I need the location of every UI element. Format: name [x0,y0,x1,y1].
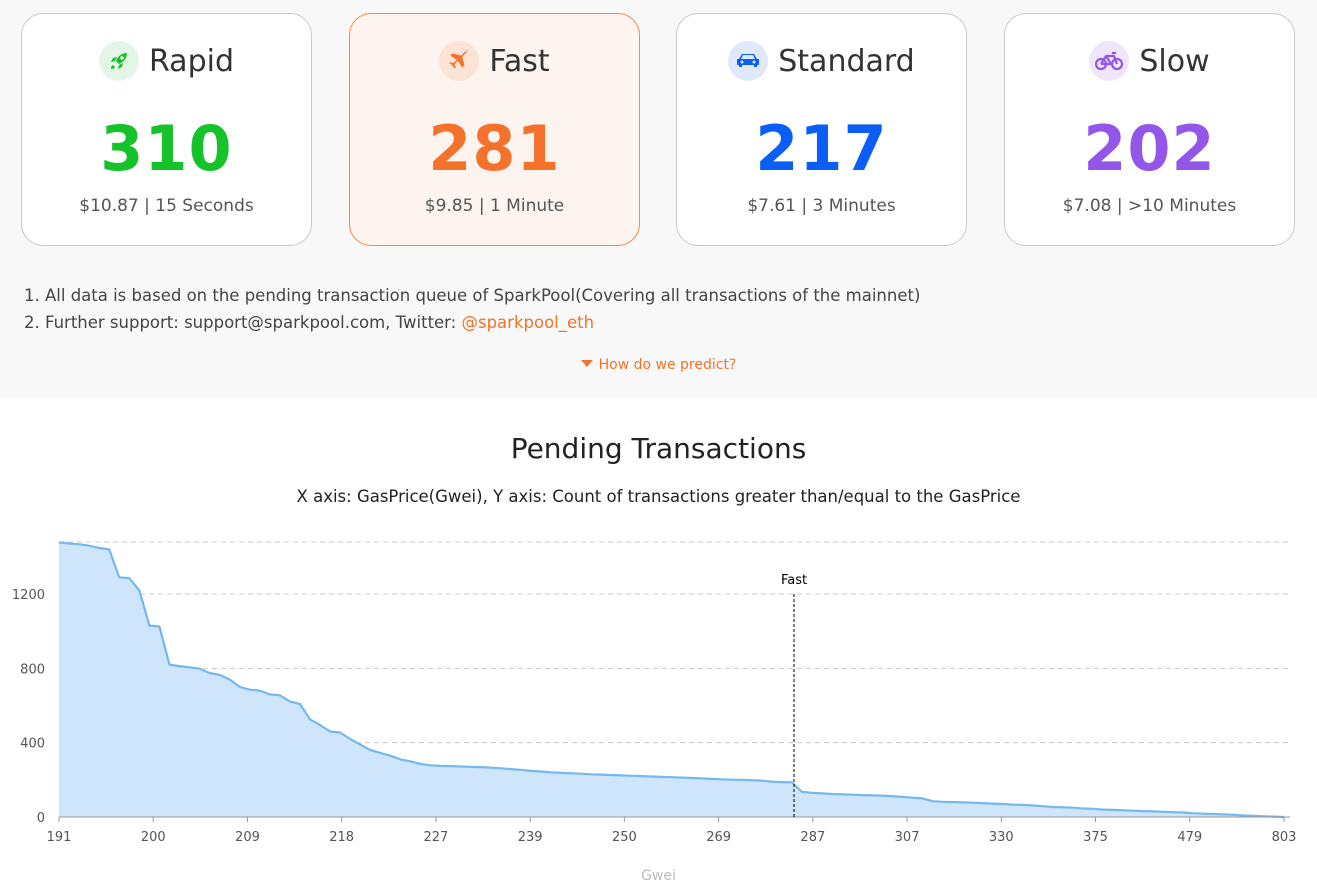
x-tick-label: 200 [141,830,166,845]
y-tick-label: 800 [20,662,45,677]
card-cost-time: $7.08 | >10 Minutes [1062,196,1237,216]
y-tick-label: 1200 [12,588,45,603]
x-tick-label: 479 [1177,830,1202,845]
card-gas-value: 217 [755,112,888,185]
card-header: Standard [677,41,966,81]
card-cost-time: $9.85 | 1 Minute [424,196,565,216]
x-tick-label: 269 [706,830,731,845]
card-header: Fast [350,41,639,81]
card-standard[interactable]: Standard 217 $7.61 | 3 Minutes [676,13,967,246]
card-gas-value: 310 [100,112,233,185]
car-icon [728,41,769,81]
x-axis-unit-label: Gwei [641,868,676,884]
card-rapid[interactable]: Rapid 310 $10.87 | 15 Seconds [21,13,312,246]
card-slow[interactable]: Slow 202 $7.08 | >10 Minutes [1004,13,1295,246]
chart-title: Pending Transactions [510,432,807,465]
note-line-1: 1. All data is based on the pending tran… [24,286,921,305]
twitter-link[interactable]: @sparkpool_eth [461,313,595,332]
y-tick-label: 400 [20,737,45,752]
x-tick-label: 375 [1083,830,1108,845]
note-line-2-text: 2. Further support: support@sparkpool.co… [24,313,462,332]
card-cost-time: $10.87 | 15 Seconds [79,196,254,216]
card-header: Slow [1005,41,1294,81]
how-predict-toggle[interactable]: How do we predict? [0,357,1317,373]
card-title: Standard [778,43,915,79]
caret-down-icon [580,360,593,367]
card-header: Rapid [22,41,311,81]
card-fast[interactable]: Fast 281 $9.85 | 1 Minute [349,13,640,246]
card-title: Slow [1139,43,1210,79]
plane-icon [439,41,480,81]
x-tick-label: 330 [989,830,1014,845]
fast-marker-label: Fast [781,573,807,588]
card-cost-time: $7.61 | 3 Minutes [747,196,896,216]
card-title: Rapid [149,43,234,79]
x-tick-label: 227 [424,830,449,845]
x-tick-label: 239 [518,830,543,845]
x-tick-label: 250 [612,830,637,845]
x-tick-label: 307 [895,830,920,845]
series-area [59,542,1284,817]
gas-price-panel: Rapid 310 $10.87 | 15 Seconds Fast 281 $… [0,0,1317,398]
x-tick-label: 287 [800,830,825,845]
card-title: Fast [489,43,550,79]
x-tick-label: 803 [1272,830,1297,845]
x-tick-label: 218 [329,830,354,845]
how-predict-label: How do we predict? [598,357,737,373]
chart-subtitle: X axis: GasPrice(Gwei), Y axis: Count of… [296,487,1021,506]
x-tick-label: 209 [235,830,260,845]
rocket-icon [99,41,139,81]
note-line-2: 2. Further support: support@sparkpool.co… [24,309,920,336]
x-tick-label: 191 [47,830,72,845]
bicycle-icon [1089,41,1130,81]
pending-transactions-chart[interactable]: 191 200 209 218 227 239 250 269 287 307 330 375 479 8… [0,520,1317,860]
card-gas-value: 281 [428,112,561,185]
series-line [58,541,1285,819]
y-tick-label: 0 [37,811,45,826]
info-notes: 1. All data is based on the pending tran… [24,282,920,336]
card-gas-value: 202 [1083,112,1216,185]
